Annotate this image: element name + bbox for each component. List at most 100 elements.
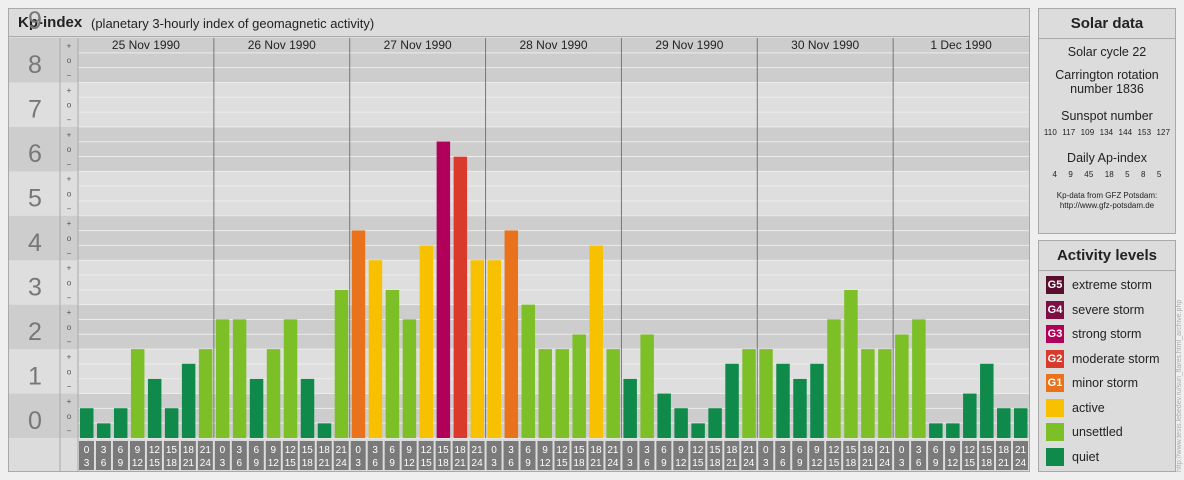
kp-bar	[351, 230, 366, 438]
interval-cell	[367, 441, 383, 470]
interval-cell	[826, 441, 842, 470]
interval-end-label: 21	[998, 458, 1010, 469]
y-minor-label: −	[67, 160, 72, 169]
level-band	[9, 82, 1029, 127]
interval-start-label: 3	[916, 445, 922, 456]
interval-end-label: 15	[285, 458, 297, 469]
interval-cell	[928, 441, 944, 470]
kp-bar	[113, 408, 128, 438]
interval-start-label: 6	[389, 445, 395, 456]
interval-cell	[520, 441, 536, 470]
interval-start-label: 21	[200, 445, 212, 456]
y-tick-label: 7	[28, 96, 42, 124]
interval-cell	[299, 441, 315, 470]
kp-bar	[249, 378, 264, 438]
interval-end-label: 12	[675, 458, 687, 469]
interval-end-label: 18	[438, 458, 450, 469]
interval-start-label: 12	[828, 445, 840, 456]
interval-end-label: 15	[692, 458, 704, 469]
interval-end-label: 12	[539, 458, 551, 469]
interval-cell	[180, 441, 196, 470]
y-tick-label: 8	[28, 51, 42, 79]
kp-bar	[368, 260, 383, 438]
kp-bar	[963, 393, 977, 438]
interval-cell	[79, 441, 94, 470]
kp-bar	[538, 349, 552, 438]
interval-end-label: 21	[862, 458, 874, 469]
level-band	[9, 38, 1029, 83]
y-minor-label: +	[67, 397, 72, 406]
level-label: quiet	[1072, 449, 1100, 464]
interval-start-label: 3	[508, 445, 514, 456]
level-label: minor storm	[1072, 376, 1138, 390]
kp-bar	[164, 408, 179, 438]
interval-end-label: 18	[709, 458, 721, 469]
interval-start-label: 6	[525, 445, 531, 456]
interval-start-label: 0	[84, 445, 90, 456]
level-swatch: G2	[1046, 349, 1064, 368]
interval-cell	[1013, 441, 1028, 470]
interval-start-label: 18	[590, 445, 602, 456]
interval-start-label: 3	[780, 445, 786, 456]
interval-end-label: 24	[607, 458, 619, 469]
interval-cell	[231, 441, 247, 470]
interval-end-label: 9	[525, 458, 531, 469]
interval-start-label: 21	[472, 445, 484, 456]
interval-start-label: 3	[101, 445, 107, 456]
interval-start-label: 18	[183, 445, 195, 456]
ap-index-label: Daily Ap-index	[1067, 151, 1147, 165]
interval-end-label: 9	[797, 458, 803, 469]
kp-bar	[776, 363, 790, 438]
chart-title: Kp-index	[18, 14, 83, 31]
level-swatch	[1046, 447, 1064, 466]
interval-cell	[690, 441, 706, 470]
y-minor-label: −	[67, 293, 72, 302]
interval-end-label: 18	[573, 458, 585, 469]
interval-end-label: 24	[743, 458, 755, 469]
interval-start-label: 15	[845, 445, 857, 456]
kp-bar	[657, 393, 671, 438]
kp-bar	[385, 290, 400, 438]
kp-bar	[589, 245, 603, 438]
source-url-vertical: http://www.tesis.lebedev.ru/sun_flares.h…	[1176, 299, 1183, 472]
interval-end-label: 3	[899, 458, 905, 469]
interval-cell	[537, 441, 553, 470]
interval-end-label: 24	[472, 458, 484, 469]
interval-cell	[945, 441, 961, 470]
interval-cell	[435, 441, 451, 470]
interval-start-label: 18	[998, 445, 1010, 456]
interval-start-label: 12	[149, 445, 161, 456]
kp-bar	[521, 304, 536, 438]
interval-cell	[265, 441, 281, 470]
kp-bar	[793, 378, 807, 438]
kp-bar	[810, 363, 824, 438]
kp-bar	[266, 349, 281, 438]
interval-end-label: 9	[118, 458, 124, 469]
interval-end-label: 3	[355, 458, 361, 469]
kp-bar	[742, 349, 756, 438]
interval-cell	[792, 441, 808, 470]
y-minor-label: +	[67, 264, 72, 273]
kp-bar	[130, 349, 145, 438]
y-minor-label: −	[67, 71, 72, 80]
day-label: 26 Nov 1990	[248, 38, 316, 52]
kp-bar	[436, 141, 451, 439]
interval-start-label: 0	[627, 445, 633, 456]
interval-start-label: 12	[421, 445, 433, 456]
kp-bar	[844, 290, 858, 438]
interval-start-label: 0	[491, 445, 497, 456]
interval-cell	[95, 441, 111, 470]
interval-start-label: 3	[237, 445, 243, 456]
interval-start-label: 18	[862, 445, 874, 456]
kp-bar	[317, 423, 332, 438]
y-minor-label: o	[67, 278, 72, 287]
level-swatch: G3	[1046, 325, 1064, 343]
interval-end-label: 18	[302, 458, 314, 469]
source-url[interactable]: http://www.gfz-potsdam.de	[1059, 201, 1155, 210]
interval-end-label: 6	[644, 458, 650, 469]
interval-cell	[282, 441, 298, 470]
interval-start-label: 0	[899, 445, 905, 456]
interval-cell	[486, 441, 502, 470]
interval-start-label: 9	[135, 445, 141, 456]
y-minor-label: o	[67, 323, 72, 332]
